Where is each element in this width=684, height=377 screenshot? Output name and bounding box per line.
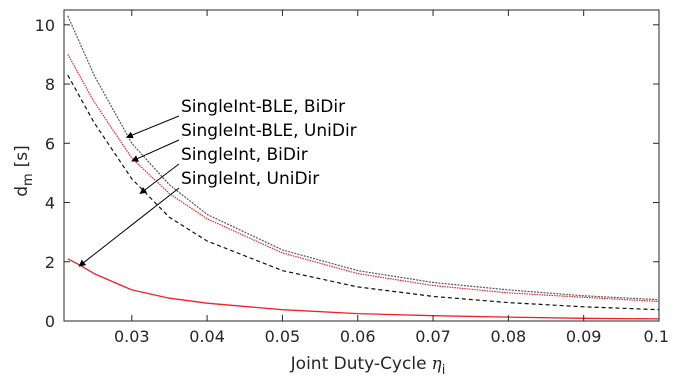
x-tick-label: 0.1 xyxy=(644,327,669,346)
y-tick-label: 2 xyxy=(45,253,55,272)
series-line xyxy=(67,15,660,301)
x-tick-label: 0.09 xyxy=(566,327,602,346)
annotation-label: SingleInt, BiDir xyxy=(181,145,308,165)
axes-layer: 0.03 0.04 0.05 0.06 0.07 0.08 0.09 0.1 0 2 4 6 8 10 xyxy=(35,9,669,346)
annotation-label: SingleInt, UniDir xyxy=(181,169,319,189)
y-axis-label: dm[s] xyxy=(12,145,36,197)
x-tick-label: 0.04 xyxy=(189,327,225,346)
series-line xyxy=(67,258,660,320)
annotation-label: SingleInt-BLE, BiDir xyxy=(181,97,345,117)
annotation-label: SingleInt-BLE, UniDir xyxy=(181,121,357,141)
y-tick-label: 6 xyxy=(45,134,55,153)
series-line xyxy=(67,54,660,303)
annotation-arrow xyxy=(78,187,180,267)
x-tick-label: 0.07 xyxy=(415,327,451,346)
y-tick-label: 4 xyxy=(45,194,55,213)
y-tick-label: 10 xyxy=(35,16,55,35)
series-line xyxy=(67,74,660,311)
annotation-layer: SingleInt-BLE, BiDir SingleInt-BLE, UniDi… xyxy=(78,97,357,267)
annotation-arrow xyxy=(131,139,180,162)
x-tick-label: 0.03 xyxy=(114,327,150,346)
x-tick-label: 0.05 xyxy=(265,327,301,346)
labels-layer: dm[s] Joint Duty-Cycle ηi xyxy=(12,145,445,377)
x-tick-label: 0.06 xyxy=(340,327,376,346)
annotation-arrow xyxy=(139,163,180,195)
y-tick-label: 0 xyxy=(45,312,55,331)
x-axis-label: Joint Duty-Cycle ηi xyxy=(290,354,446,377)
axes-box xyxy=(63,9,660,322)
x-tick-label: 0.08 xyxy=(491,327,527,346)
annotation-arrow xyxy=(125,115,180,139)
series-layer xyxy=(67,15,660,320)
y-tick-label: 8 xyxy=(45,75,55,94)
